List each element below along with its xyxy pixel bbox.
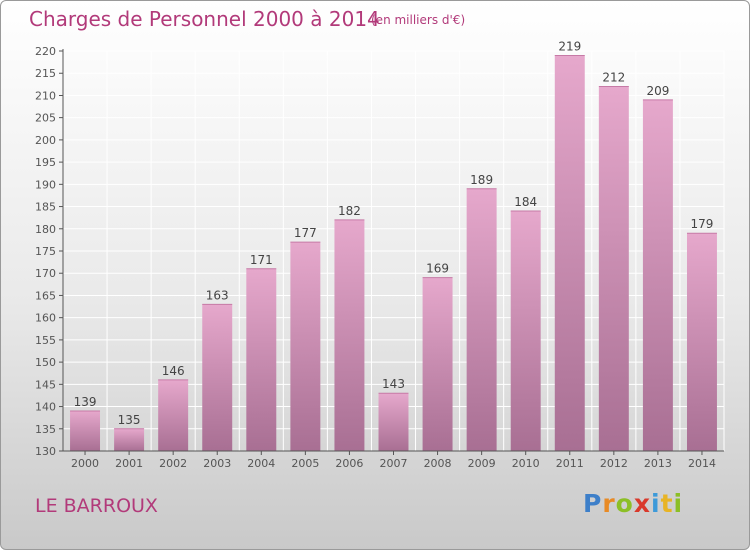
data-label: 219 (558, 39, 581, 53)
bar (158, 379, 189, 451)
x-tick-label: 2002 (159, 457, 187, 470)
logo-letter: r (602, 489, 616, 518)
x-tick-label: 2014 (688, 457, 716, 470)
proxiti-logo: Proxiti (583, 489, 683, 518)
data-label: 179 (691, 217, 714, 231)
bar (422, 277, 453, 451)
y-tick-label: 185 (35, 201, 56, 214)
logo-letter: x (633, 489, 651, 518)
x-tick-label: 2007 (380, 457, 408, 470)
bar (114, 428, 145, 451)
data-label: 182 (338, 204, 361, 218)
data-label: 143 (382, 377, 405, 391)
bars (70, 54, 717, 452)
y-tick-label: 195 (35, 156, 56, 169)
bar (466, 188, 497, 451)
y-tick-label: 175 (35, 245, 56, 258)
y-tick-label: 145 (35, 378, 56, 391)
logo-letter: i (651, 489, 661, 518)
bar (642, 99, 673, 451)
y-tick-label: 170 (35, 267, 56, 280)
bar (290, 242, 321, 451)
y-tick-label: 140 (35, 401, 56, 414)
x-tick-label: 2012 (600, 457, 628, 470)
x-tick-label: 2011 (556, 457, 584, 470)
data-label: 212 (602, 71, 625, 85)
bar (334, 219, 365, 451)
data-label: 184 (514, 195, 537, 209)
x-tick-label: 2009 (468, 457, 496, 470)
bar (378, 393, 409, 451)
x-tick-label: 2006 (335, 457, 363, 470)
bar (554, 55, 585, 451)
y-tick-label: 200 (35, 134, 56, 147)
y-tick-label: 165 (35, 289, 56, 302)
y-tick-label: 210 (35, 89, 56, 102)
bar (70, 411, 101, 451)
data-label: 169 (426, 262, 449, 276)
x-tick-label: 2008 (424, 457, 452, 470)
data-label: 177 (294, 226, 317, 240)
x-tick-label: 2004 (247, 457, 275, 470)
chart-subtitle: (en milliers d'€) (371, 13, 466, 27)
y-tick-label: 205 (35, 112, 56, 125)
y-tick-label: 150 (35, 356, 56, 369)
x-tick-label: 2013 (644, 457, 672, 470)
logo-letter: o (615, 489, 634, 518)
axes (59, 49, 724, 455)
data-label: 146 (162, 364, 185, 378)
y-tick-label: 190 (35, 178, 56, 191)
commune-name: LE BARROUX (35, 495, 158, 517)
x-tick-label: 2001 (115, 457, 143, 470)
logo-letter: t (660, 489, 674, 518)
y-tick-label: 135 (35, 423, 56, 436)
y-tick-label: 155 (35, 334, 56, 347)
bar (510, 211, 541, 451)
y-tick-label: 220 (35, 45, 56, 58)
data-label: 209 (646, 84, 669, 98)
data-label: 139 (74, 395, 97, 409)
data-label: 189 (470, 173, 493, 187)
logo-letter: P (583, 489, 603, 518)
y-tick-label: 130 (35, 445, 56, 458)
y-tick-label: 160 (35, 312, 56, 325)
bar (686, 233, 717, 451)
y-tick-label: 215 (35, 67, 56, 80)
bar (202, 304, 233, 451)
chart-title: Charges de Personnel 2000 à 2014 (29, 7, 380, 31)
x-tick-label: 2005 (291, 457, 319, 470)
data-label: 135 (118, 413, 141, 427)
bar (598, 86, 629, 452)
logo-letter: i (673, 489, 684, 518)
x-tick-label: 2010 (512, 457, 540, 470)
data-label: 171 (250, 253, 273, 267)
data-label: 163 (206, 288, 229, 302)
x-tick-label: 2003 (203, 457, 231, 470)
bar (246, 268, 277, 451)
y-tick-label: 180 (35, 223, 56, 236)
x-tick-label: 2000 (71, 457, 99, 470)
labels: 130 135 140 145 150 155 160 165 170 175 180 185 190 1… (35, 39, 716, 470)
